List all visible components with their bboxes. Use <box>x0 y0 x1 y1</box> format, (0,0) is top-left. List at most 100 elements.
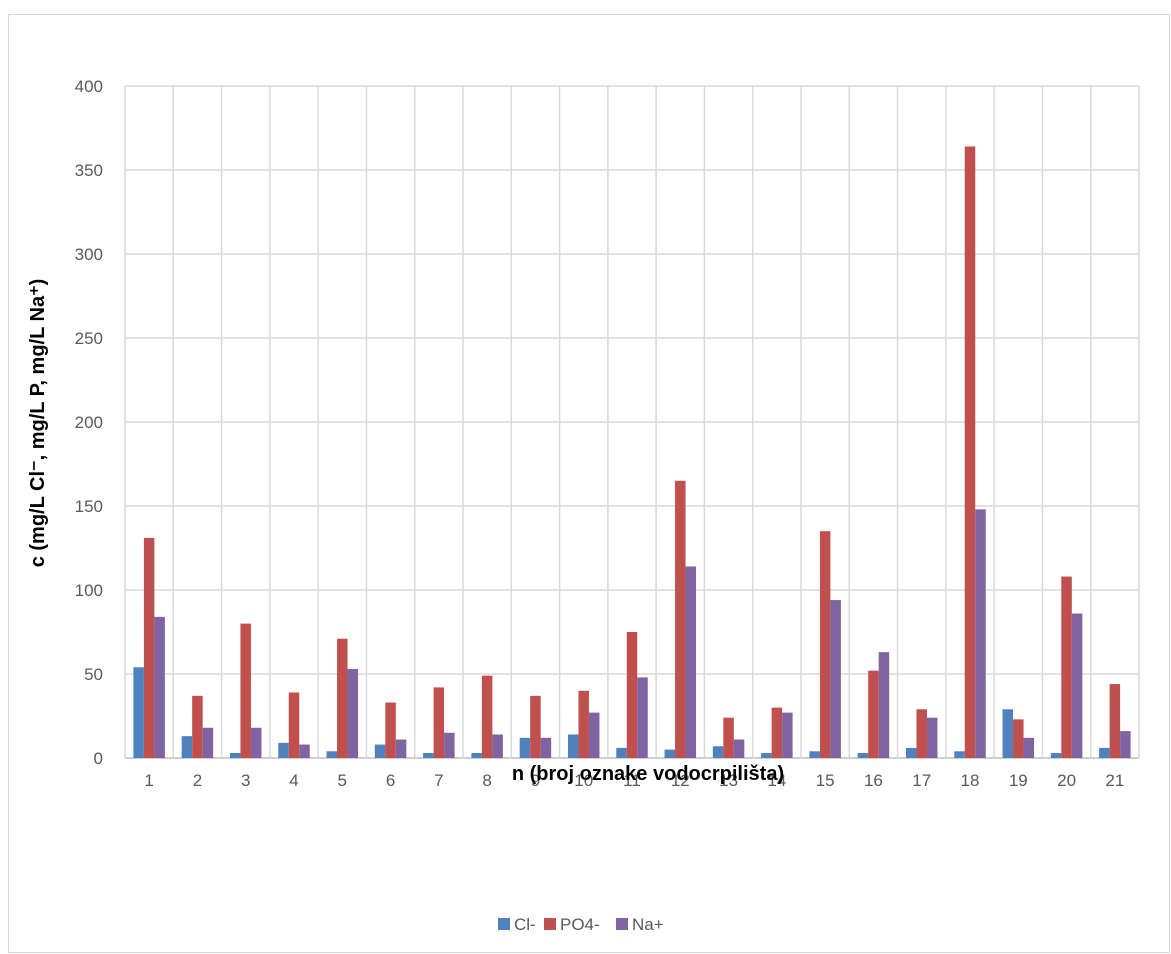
legend-swatch-Cl- <box>498 918 510 930</box>
x-tick-label: 8 <box>482 771 491 790</box>
x-tick-label: 6 <box>386 771 395 790</box>
bar-PO4--8 <box>481 675 493 758</box>
bar-Cl--17 <box>905 747 917 758</box>
bar-Na+-11 <box>637 677 648 758</box>
bar-Cl--16 <box>857 752 869 758</box>
bar-Cl--18 <box>954 751 965 758</box>
bar-PO4--6 <box>385 702 396 758</box>
bar-PO4--15 <box>819 531 831 758</box>
bar-Cl--15 <box>809 751 820 758</box>
bar-Na+-17 <box>926 717 938 758</box>
x-tick-label: 2 <box>193 771 202 790</box>
bar-Cl--6 <box>374 744 386 758</box>
y-tick-label: 150 <box>75 497 103 516</box>
bar-Cl--9 <box>519 737 531 758</box>
x-tick-label: 12 <box>671 771 690 790</box>
bar-Na+-7 <box>444 732 455 758</box>
x-tick-label: 19 <box>1009 771 1028 790</box>
bar-PO4--12 <box>675 480 686 758</box>
bar-Cl--2 <box>181 736 193 758</box>
bar-Na+-4 <box>299 744 310 758</box>
bar-PO4--13 <box>723 717 734 758</box>
x-tick-label: 14 <box>767 771 786 790</box>
legend-swatch-PO4- <box>544 918 556 930</box>
bar-PO4--4 <box>288 692 300 758</box>
bar-Na+-16 <box>878 652 890 758</box>
legend-label: Cl- <box>514 915 536 934</box>
bar-PO4--18 <box>964 146 976 759</box>
bar-Cl--11 <box>616 747 627 758</box>
y-axis-title: c (mg/L Cl⁻, mg/L P, mg/L Na⁺) <box>27 279 49 568</box>
y-tick-label: 250 <box>75 329 103 348</box>
bar-Cl--13 <box>712 746 724 758</box>
bar-Cl--7 <box>423 752 434 758</box>
x-tick-label: 21 <box>1105 771 1124 790</box>
bar-Na+-1 <box>154 616 165 758</box>
x-tick-label: 20 <box>1057 771 1076 790</box>
bar-PO4--11 <box>626 632 638 758</box>
bar-Na+-10 <box>588 712 600 758</box>
bar-Na+-19 <box>1023 737 1035 758</box>
bar-PO4--19 <box>1013 719 1024 758</box>
bar-PO4--16 <box>868 670 879 758</box>
bar-Na+-21 <box>1120 731 1131 758</box>
y-tick-label: 100 <box>75 581 103 600</box>
x-tick-label: 17 <box>912 771 931 790</box>
bar-Na+-15 <box>830 600 841 758</box>
bar-Na+-12 <box>685 566 697 758</box>
x-tick-label: 1 <box>144 771 153 790</box>
y-tick-label: 400 <box>75 77 103 96</box>
x-tick-label: 3 <box>241 771 250 790</box>
x-axis-ticks: 1 2 3 4 5 6 7 8 9 10 11 12 13 14 15 16 17 18 19 20 21 <box>144 771 1124 790</box>
bar-PO4--1 <box>143 537 155 758</box>
bar-Na+-9 <box>540 737 552 758</box>
legend-label: Na+ <box>632 915 664 934</box>
y-tick-label: 0 <box>94 749 103 768</box>
y-tick-label: 300 <box>75 245 103 264</box>
bar-Cl--20 <box>1050 752 1062 758</box>
x-tick-label: 16 <box>864 771 883 790</box>
bar-Na+-20 <box>1071 613 1083 758</box>
bar-Na+-8 <box>492 734 503 758</box>
bar-Cl--14 <box>761 752 772 758</box>
bar-Cl--5 <box>326 751 338 758</box>
x-tick-label: 18 <box>961 771 980 790</box>
x-tick-label: 7 <box>434 771 443 790</box>
y-tick-label: 350 <box>75 161 103 180</box>
bar-PO4--21 <box>1109 684 1121 758</box>
x-tick-label: 10 <box>574 771 593 790</box>
legend-swatch-Na+ <box>616 918 628 930</box>
bar-Na+-2 <box>202 727 214 758</box>
x-axis-title: n (broj oznake vodocrpilišta) <box>512 763 784 785</box>
bar-Cl--1 <box>133 667 144 758</box>
bar-Na+-14 <box>782 712 793 758</box>
bar-Cl--12 <box>664 749 676 758</box>
x-tick-label: 5 <box>338 771 347 790</box>
bar-PO4--9 <box>530 695 541 758</box>
bar-Na+-3 <box>250 727 262 758</box>
bar-Cl--3 <box>229 752 241 758</box>
bar-PO4--14 <box>771 707 783 758</box>
bar-Cl--8 <box>471 752 482 758</box>
y-tick-label: 50 <box>84 665 103 684</box>
bar-Na+-5 <box>347 668 359 758</box>
x-tick-label: 15 <box>816 771 835 790</box>
x-tick-label: 9 <box>531 771 540 790</box>
bar-Cl--21 <box>1099 747 1110 758</box>
bar-PO4--5 <box>337 638 348 758</box>
bar-Na+-18 <box>975 509 986 758</box>
bar-Cl--10 <box>567 734 579 758</box>
y-tick-label: 200 <box>75 413 103 432</box>
bar-PO4--17 <box>916 709 927 758</box>
legend: Cl- PO4- Na+ <box>498 915 664 934</box>
bar-PO4--10 <box>578 690 589 758</box>
bar-PO4--2 <box>192 695 203 758</box>
bar-Na+-13 <box>733 739 745 758</box>
bar-PO4--7 <box>433 687 445 758</box>
bar-PO4--3 <box>240 623 251 758</box>
bar-PO4--20 <box>1061 576 1072 758</box>
bar-Cl--4 <box>278 742 289 758</box>
bars <box>133 146 1131 759</box>
legend-label: PO4- <box>560 915 600 934</box>
y-axis-ticks: 0 50 100 150 200 250 300 350 400 <box>75 77 103 768</box>
